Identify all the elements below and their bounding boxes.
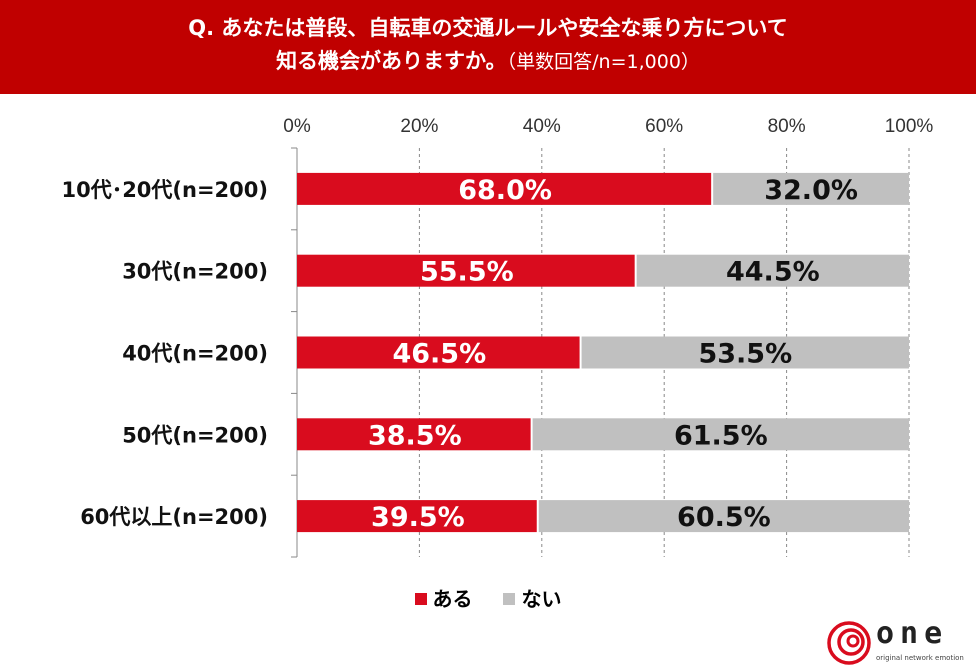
category-label: 30代(n=200)	[122, 260, 268, 284]
legend-label-aru: ある	[432, 587, 473, 611]
legend-label-nai: ない	[521, 587, 562, 611]
category-label: 10代･20代(n=200)	[61, 178, 268, 202]
logo-wordmark: one	[876, 616, 949, 651]
legend: ある ない	[0, 583, 976, 612]
data-label: 60.5%	[677, 502, 771, 533]
data-label: 32.0%	[764, 175, 858, 206]
question-line-2: 知る機会がありますか。（単数回答/n=1,000）	[0, 47, 976, 76]
question-note: （単数回答/n=1,000）	[506, 51, 700, 73]
question-header: Q. あなたは普段、自転車の交通ルールや安全な乗り方について 知る機会があります…	[0, 0, 976, 94]
data-label: 44.5%	[726, 257, 820, 288]
question-line-1: Q. あなたは普段、自転車の交通ルールや安全な乗り方について	[188, 16, 788, 40]
bar-segment	[297, 418, 531, 451]
legend-swatch-aru	[414, 593, 427, 605]
data-label: 38.5%	[368, 420, 462, 451]
x-tick-label: 0%	[283, 116, 311, 137]
company-logo: one original network emotion	[826, 616, 966, 666]
data-label: 39.5%	[371, 502, 465, 533]
category-label: 60代以上(n=200)	[80, 505, 268, 529]
bar-segment	[297, 172, 712, 205]
category-label: 50代(n=200)	[122, 423, 268, 447]
x-tick-label: 40%	[523, 116, 561, 137]
bar-segment	[538, 500, 909, 533]
bar-segment	[581, 336, 909, 369]
spiral-logo-icon	[827, 621, 871, 665]
bar-segment	[532, 418, 909, 451]
bar-segment	[297, 336, 580, 369]
legend-swatch-nai	[503, 593, 516, 605]
data-label: 46.5%	[392, 339, 486, 370]
bar-segment	[297, 500, 537, 533]
bar-segment	[297, 254, 635, 287]
bar-segment	[636, 254, 909, 287]
legend-item-aru: ある	[414, 583, 473, 612]
x-tick-label: 100%	[885, 116, 934, 137]
data-label: 68.0%	[458, 175, 552, 206]
x-tick-label: 20%	[400, 116, 438, 137]
data-label: 53.5%	[698, 339, 792, 370]
legend-item-nai: ない	[503, 583, 561, 612]
x-tick-label: 60%	[645, 116, 683, 137]
data-label: 61.5%	[674, 420, 768, 451]
question-line-2-main: 知る機会がありますか。	[276, 49, 507, 73]
category-label: 40代(n=200)	[122, 342, 268, 366]
logo-tagline: original network emotion	[876, 654, 964, 662]
x-tick-label: 80%	[768, 116, 806, 137]
data-label: 55.5%	[420, 257, 514, 288]
bar-segment	[713, 172, 909, 205]
